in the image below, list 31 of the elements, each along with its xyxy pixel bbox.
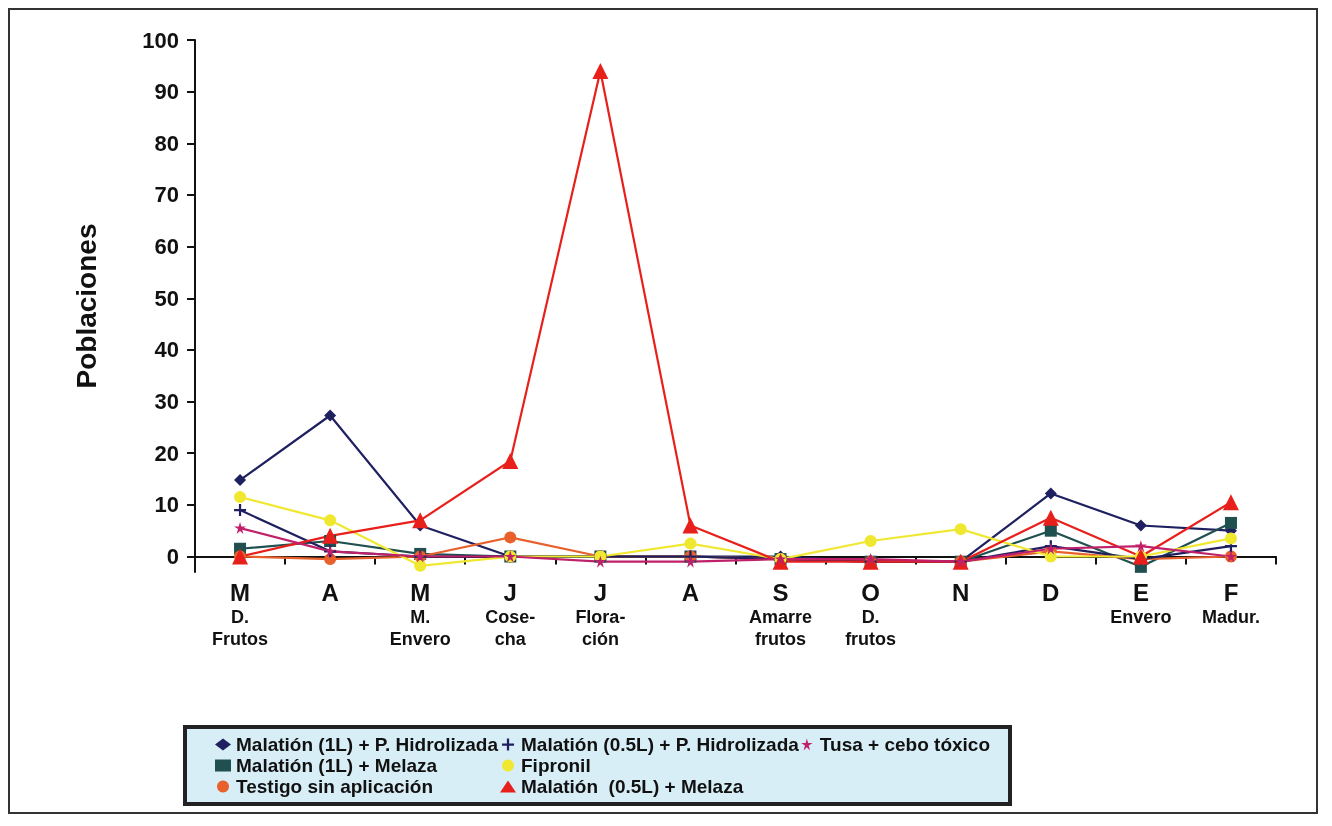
x-tick-label: D	[1042, 578, 1060, 606]
y-tick-label: 30	[154, 389, 179, 415]
y-tick-label: 80	[154, 130, 179, 156]
legend-label: Tusa + cebo tóxico	[819, 734, 991, 755]
y-tick-label: 60	[154, 234, 179, 260]
legend-label: Fipronil	[521, 755, 591, 776]
x-tick-label: M M. Envero	[389, 578, 451, 649]
y-tick-label: 90	[154, 79, 179, 105]
y-axis-title: Poblaciones	[70, 223, 102, 389]
x-tick-label: S Amarre frutos	[749, 578, 813, 649]
legend-label: Malatión (1L) + Melaza	[236, 755, 438, 776]
legend-label: Testigo sin aplicación	[236, 776, 434, 797]
x-tick-label: O D. frutos	[845, 578, 897, 649]
y-tick-label: 100	[142, 27, 179, 53]
y-tick-label: 20	[154, 440, 179, 466]
y-tick-label: 50	[154, 285, 179, 311]
x-tick-label: N	[952, 578, 970, 606]
x-tick-label: A	[321, 578, 339, 606]
x-tick-label: M D. Frutos	[212, 578, 269, 649]
x-tick-label: J Flora- ción	[575, 578, 626, 649]
y-tick-label: 0	[166, 544, 179, 569]
legend-label: Malatión (0.5L) + P. Hidrolizada	[521, 734, 800, 755]
x-tick-label: J Cose- cha	[485, 578, 536, 649]
y-tick-label: 10	[154, 492, 179, 518]
x-tick-label: A	[681, 578, 700, 606]
x-tick-label: E Envero	[1110, 578, 1172, 627]
legend-label: Malatión (1L) + P. Hidrolizada	[236, 734, 499, 755]
y-tick-label: 40	[154, 337, 179, 363]
y-tick-label: 70	[154, 182, 179, 208]
legend-label: Malatión (0.5L) + Melaza	[521, 776, 744, 797]
x-tick-label: F Madur.	[1201, 578, 1260, 627]
